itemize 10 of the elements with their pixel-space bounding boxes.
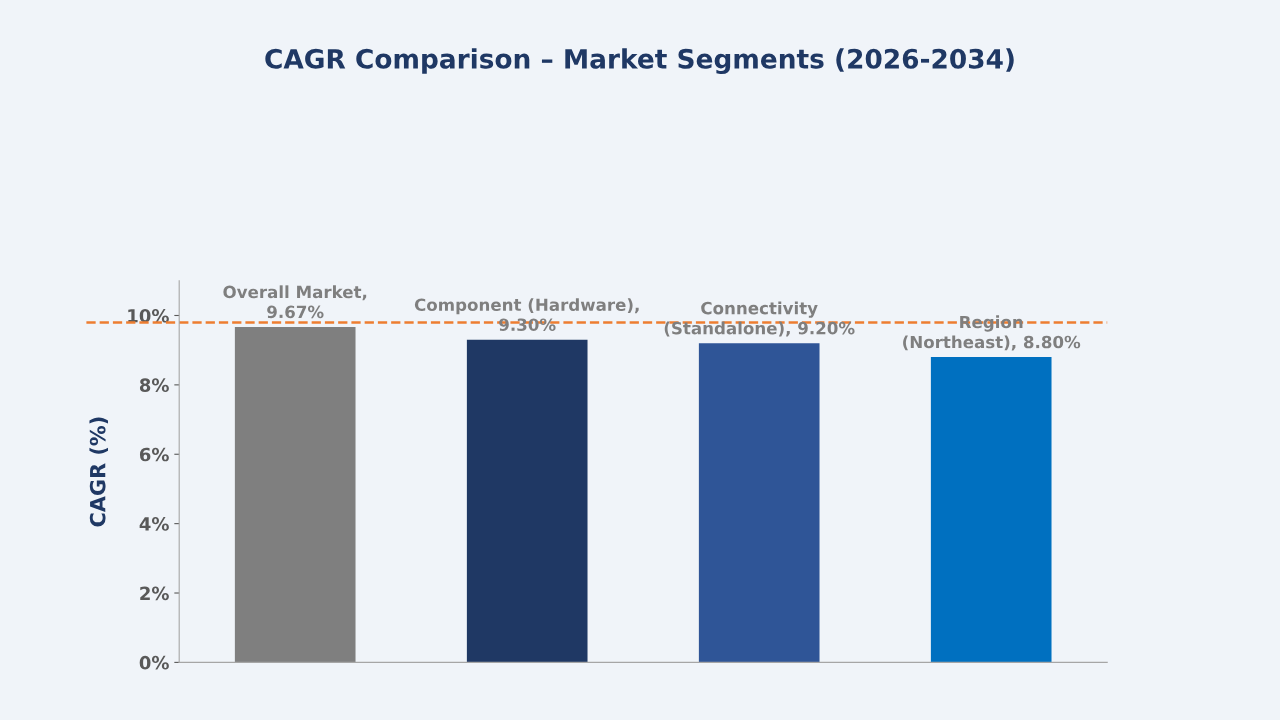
y-tick-label: 0% [139, 655, 169, 670]
y-tick-label: 10% [128, 308, 169, 323]
data-label: Overall Market, 9.67% [223, 285, 367, 319]
y-tick-label: 4% [139, 517, 169, 531]
y-tick-label: 6% [139, 447, 169, 462]
y-axis-title: CAGR (%) [89, 417, 109, 527]
chart-title: CAGR Comparison – Market Segments (2026-2034) [265, 48, 1014, 75]
y-tick-label: 2% [140, 586, 169, 601]
y-tick-label: 8% [139, 378, 169, 392]
data-label: Connectivity (Standalone), 9.20% [664, 301, 855, 337]
